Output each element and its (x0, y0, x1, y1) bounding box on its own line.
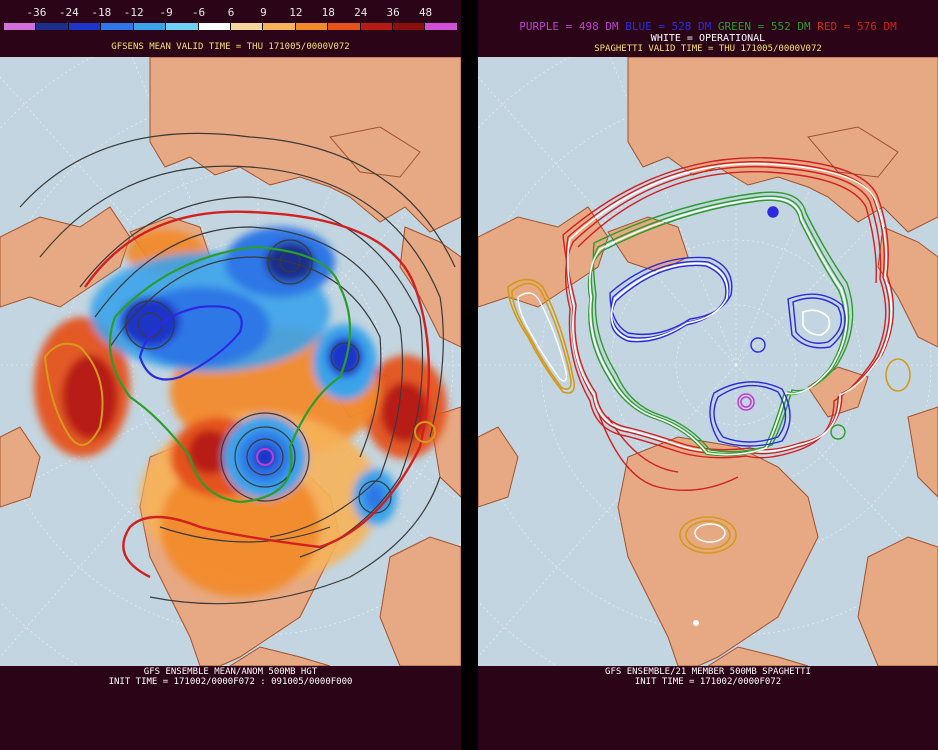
colorbar-swatch-0 (4, 23, 37, 30)
552dm-spaghetti (587, 191, 854, 457)
mean-valid-time-title: GFSENS MEAN VALID TIME = THU 171005/0000… (111, 42, 350, 52)
legend-tick-label: -36 (26, 6, 47, 19)
colorbar-swatch-2 (68, 23, 102, 30)
colorbar-swatch-3 (101, 23, 134, 30)
colorbar-swatch-8 (263, 23, 296, 30)
576dm-contour (84, 210, 431, 579)
legend-tick-label: -12 (123, 6, 144, 19)
anomaly-ridge-contour-west (43, 342, 104, 446)
legend-tick-label: 9 (260, 6, 267, 19)
colorbar-swatch-9 (295, 23, 329, 30)
anomaly-legend-labels: -36 -24 -18 -12 -9 -6 6 9 12 18 24 36 48 (0, 6, 461, 20)
anomaly-ridge-contour-east (414, 421, 436, 443)
legend-tick-label: 36 (386, 6, 400, 19)
legend-red: RED = 576 DM (817, 20, 897, 33)
anomaly-colorbar (4, 23, 458, 30)
colorbar-swatch-11 (360, 23, 394, 30)
legend-purple: PURPLE = 498 DM (519, 20, 619, 33)
legend-tick-label: -6 (191, 6, 206, 19)
528dm-contour (138, 305, 243, 381)
legend-tick-label: -24 (58, 6, 79, 19)
mean-footer-init-time: INIT TIME = 171002/0000F072 : 091005/000… (108, 677, 353, 687)
spaghetti-map (478, 57, 938, 666)
498dm-contour (256, 448, 274, 466)
panel-divider (461, 0, 478, 750)
colorbar-swatch-5 (166, 23, 199, 30)
552dm-contour (108, 245, 352, 504)
legend-tick-label: 48 (418, 6, 433, 19)
colorbar-swatch-7 (230, 23, 264, 30)
colorbar-swatch-12 (393, 23, 426, 30)
spaghetti-valid-time-title: SPAGHETTI VALID TIME = THU 171005/0000V0… (594, 44, 822, 54)
spaghetti-footer-init-time: INIT TIME = 171002/0000F072 (634, 677, 782, 687)
colorbar-swatch-4 (133, 23, 167, 30)
spaghetti-footer-product: GFS ENSEMBLE/21 MEMBER 500MB SPAGHETTI (605, 667, 811, 677)
ensemble-mean-panel: -36 -24 -18 -12 -9 -6 6 9 12 18 24 36 48 GFSENS MEAN… (0, 0, 461, 750)
height-anomaly-shading (34, 227, 447, 597)
mean-anomaly-map (0, 57, 461, 666)
legend-green: GREEN = 552 DM (717, 20, 811, 33)
colorbar-swatch-6 (198, 23, 231, 30)
legend-white: WHITE = OPERATIONAL (650, 33, 766, 44)
spaghetti-legend: PURPLE = 498 DM BLUE = 528 DM GREEN = 55… (478, 20, 938, 33)
colorbar-swatch-10 (328, 23, 361, 30)
ridge-spaghetti (507, 278, 911, 554)
legend-blue: BLUE = 528 DM (625, 20, 712, 33)
ridge-operational (517, 292, 726, 543)
552dm-operational (588, 197, 848, 456)
colorbar-swatch-1 (36, 23, 69, 30)
colorbar-swatch-13 (425, 23, 458, 30)
552dm-cutoff (830, 424, 846, 440)
isolated-operational-contour (693, 620, 699, 626)
legend-tick-label: 12 (289, 6, 303, 19)
height-contours (19, 132, 456, 605)
528dm-operational (610, 262, 831, 341)
legend-tick-label: 24 (354, 6, 368, 19)
mean-footer-product: GFS ENSEMBLE MEAN/ANOM 500MB HGT (143, 667, 318, 677)
legend-tick-label: -9 (159, 6, 173, 19)
576dm-operational (566, 162, 893, 453)
legend-tick-label: 18 (321, 6, 335, 19)
498dm-spaghetti (737, 393, 755, 411)
legend-tick-label: -18 (91, 6, 112, 19)
spaghetti-panel: PURPLE = 498 DM BLUE = 528 DM GREEN = 55… (478, 0, 938, 750)
legend-tick-label: 6 (227, 6, 235, 19)
